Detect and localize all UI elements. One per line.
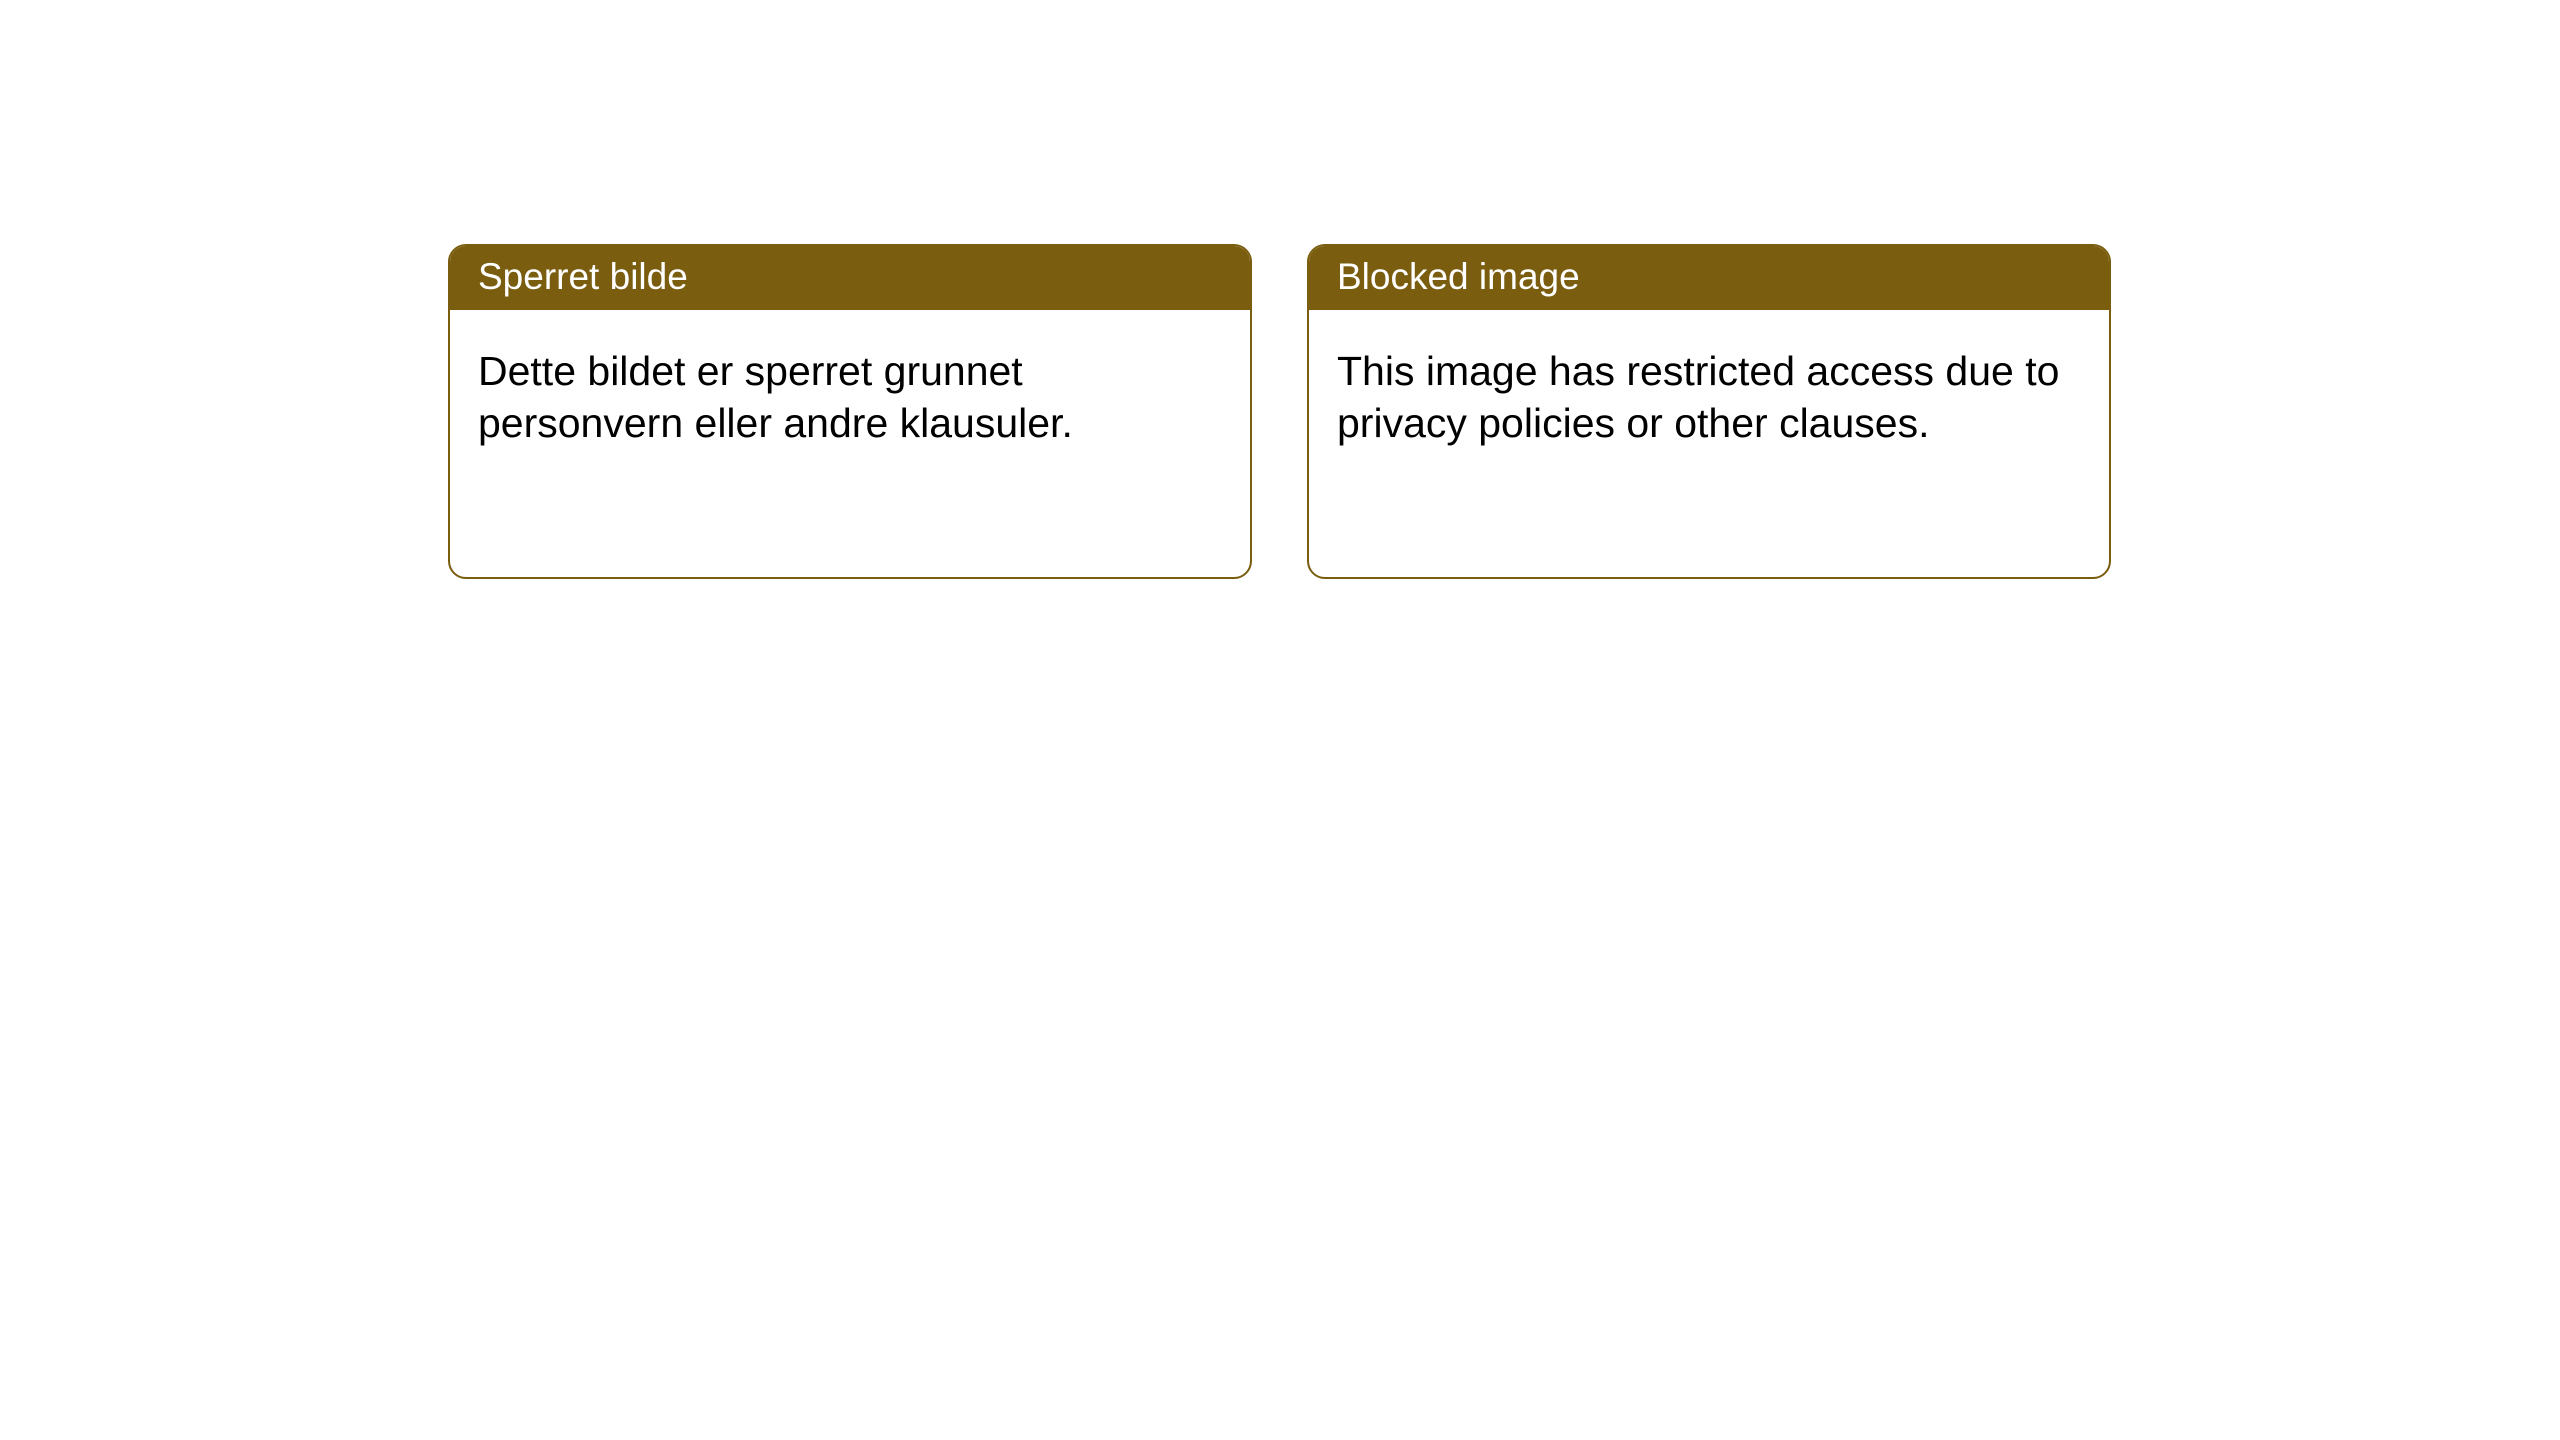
notice-cards-container: Sperret bilde Dette bildet er sperret gr…	[448, 244, 2111, 579]
card-header: Blocked image	[1309, 246, 2109, 310]
card-header: Sperret bilde	[450, 246, 1250, 310]
card-body: This image has restricted access due to …	[1309, 310, 2109, 484]
notice-card-norwegian: Sperret bilde Dette bildet er sperret gr…	[448, 244, 1252, 579]
card-body: Dette bildet er sperret grunnet personve…	[450, 310, 1250, 484]
notice-card-english: Blocked image This image has restricted …	[1307, 244, 2111, 579]
